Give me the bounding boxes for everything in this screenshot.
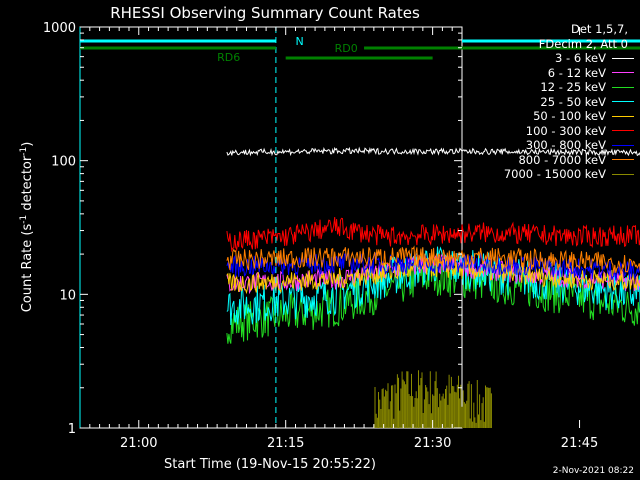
- legend-label: 800 - 7000 keV: [518, 152, 606, 167]
- legend-entry: 25 - 50 keV: [470, 95, 634, 110]
- legend-swatch: [612, 72, 634, 74]
- y-tick-label: 100: [51, 155, 76, 170]
- series-300to800keV-line: [226, 252, 640, 281]
- series-100to300keV-line: [226, 216, 640, 253]
- x-tick-label: 21:15: [267, 436, 304, 451]
- legend-label: 50 - 100 keV: [533, 109, 606, 123]
- legend-label: 300 - 800 keV: [525, 138, 606, 152]
- legend-entry: 800 - 7000 keV: [470, 153, 634, 168]
- rd6-flag-label: RD6: [217, 51, 240, 64]
- legend-entries: 3 - 6 keV 6 - 12 keV 12 - 25 keV 25 - 50 ke…: [470, 51, 634, 182]
- y-tick-label: 10: [59, 288, 76, 303]
- y-axis-label-superscript: -1: [19, 215, 29, 224]
- legend-entry: 3 - 6 keV: [470, 51, 634, 66]
- chart-marks: [226, 146, 640, 428]
- legend-swatch: [612, 115, 634, 117]
- chart-title: RHESSI Observing Summary Count Rates: [110, 4, 420, 22]
- legend-swatch: [612, 101, 634, 103]
- y-axis-label: Count Rate (s-1 detector-1): [19, 142, 35, 313]
- legend: Det 1,5,7, FDecim 2, Att 0 3 - 6 keV 6 - …: [470, 22, 634, 182]
- series-3to6keV-line: [226, 146, 640, 157]
- y-tick-label: 1: [68, 422, 76, 437]
- legend-entry: 7000 - 15000 keV: [470, 167, 634, 182]
- x-tick-label: 21:45: [561, 436, 598, 451]
- legend-swatch: [612, 173, 634, 175]
- y-axis-label-part: Count Rate (s: [20, 224, 35, 313]
- legend-swatch: [612, 57, 634, 59]
- series-25to50keV-line: [226, 246, 640, 326]
- legend-swatch: [612, 86, 634, 88]
- y-axis-label-part: ): [20, 142, 35, 147]
- legend-label: 3 - 6 keV: [555, 51, 606, 65]
- legend-entry: 50 - 100 keV: [470, 109, 634, 124]
- legend-entry: 300 - 800 keV: [470, 138, 634, 153]
- legend-entry: 100 - 300 keV: [470, 124, 634, 139]
- y-axis-label-part: detector: [20, 155, 35, 215]
- x-tick-label: 21:30: [414, 436, 451, 451]
- legend-label: 25 - 50 keV: [540, 94, 606, 109]
- legend-label: 12 - 25 keV: [540, 80, 606, 94]
- x-axis-label: Start Time (19-Nov-15 20:55:22): [164, 457, 376, 472]
- y-axis-ticks: 1 10 100 1000: [43, 21, 462, 437]
- legend-swatch: [612, 144, 634, 146]
- series-50to100keV-line: [226, 255, 640, 295]
- series-800to7000keV-line: [226, 245, 640, 274]
- rd0-flag-label: RD0: [335, 42, 358, 55]
- legend-label: 6 - 12 keV: [547, 65, 606, 80]
- legend-header-line: FDecim 2, Att 0: [538, 36, 628, 51]
- legend-label: 7000 - 15000 keV: [503, 167, 606, 181]
- legend-entry: 6 - 12 keV: [470, 66, 634, 81]
- footer-date: 2-Nov-2021 08:22: [552, 466, 634, 476]
- legend-entry: 12 - 25 keV: [470, 80, 634, 95]
- night-flag-label: N: [295, 35, 303, 48]
- legend-swatch: [612, 130, 634, 132]
- legend-header-line: Det 1,5,7,: [570, 22, 628, 36]
- y-tick-label: 1000: [43, 21, 76, 36]
- legend-swatch: [612, 159, 634, 161]
- y-axis-label-superscript: -1: [19, 147, 29, 156]
- legend-label: 100 - 300 keV: [525, 123, 606, 138]
- flag-bars: N RD0 RD6: [79, 27, 640, 428]
- x-tick-label: 21:00: [120, 436, 157, 451]
